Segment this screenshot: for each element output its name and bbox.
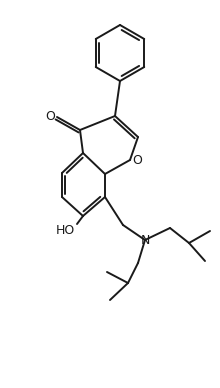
Text: N: N (140, 234, 150, 246)
Text: O: O (132, 154, 142, 168)
Text: O: O (45, 109, 55, 123)
Text: HO: HO (55, 223, 75, 237)
